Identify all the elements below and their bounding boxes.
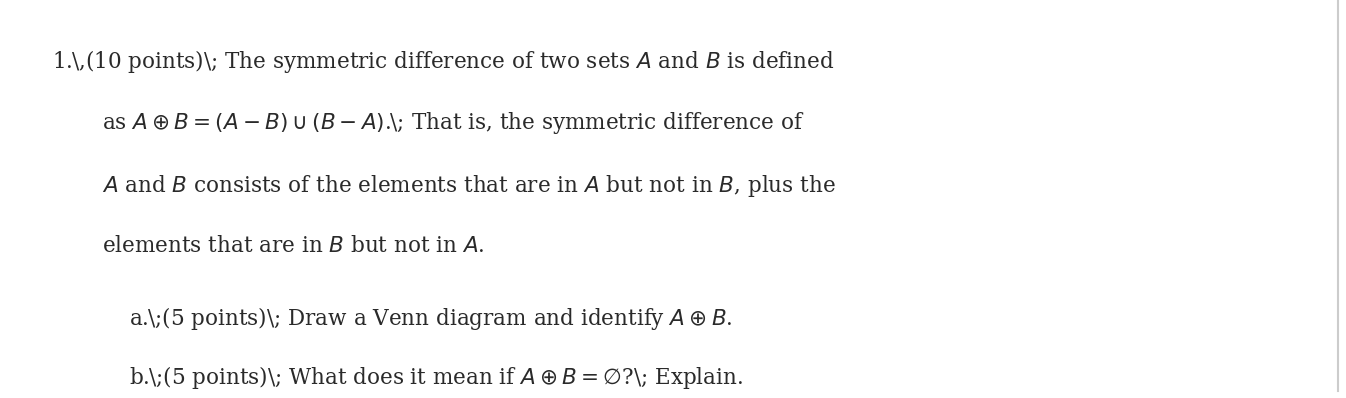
- Text: $A$ and $B$ consists of the elements that are in $A$ but not in $B$, plus the: $A$ and $B$ consists of the elements tha…: [102, 173, 836, 199]
- Text: a.\;(5 points)\; Draw a Venn diagram and identify $A \oplus B$.: a.\;(5 points)\; Draw a Venn diagram and…: [129, 305, 732, 332]
- Text: as $A \oplus B = (A - B) \cup (B - A)$.\; That is, the symmetric difference of: as $A \oplus B = (A - B) \cup (B - A)$.\…: [102, 111, 805, 137]
- Text: elements that are in $B$ but not in $A$.: elements that are in $B$ but not in $A$.: [102, 235, 485, 257]
- Text: 1.\,(10 points)\; The symmetric difference of two sets $A$ and $B$ is defined: 1.\,(10 points)\; The symmetric differen…: [52, 48, 835, 75]
- Text: b.\;(5 points)\; What does it mean if $A \oplus B = \emptyset$?\; Explain.: b.\;(5 points)\; What does it mean if $A…: [129, 364, 743, 391]
